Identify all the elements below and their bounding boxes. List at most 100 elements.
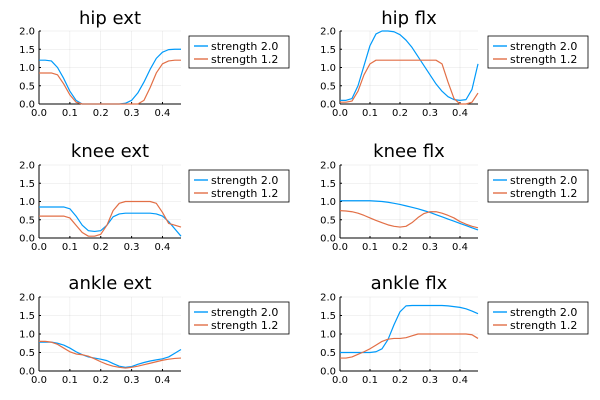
series-line (39, 341, 182, 368)
subplot-title: knee flx (373, 141, 445, 162)
y-tick-label: 2.0 (320, 293, 336, 304)
legend-label: strength 2.0 (510, 174, 577, 187)
x-tick-label: 0.0 (332, 108, 348, 119)
x-tick-label: 0.0 (332, 375, 348, 386)
subplot: ankle ext 0.0 0.1 0.2 0.3 0.4 0.0 0.5 1.0 1.5 2.0 s… (19, 273, 290, 386)
y-tick-label: 1.0 (320, 197, 336, 208)
legend-label: strength 2.0 (211, 306, 278, 319)
y-tick-label: 0.0 (320, 367, 336, 378)
legend-box (188, 301, 290, 335)
legend-label: strength 2.0 (211, 174, 278, 187)
series-line (39, 200, 182, 237)
x-tick-label: 0.3 (124, 242, 140, 253)
legend-box (487, 169, 589, 203)
legend-label: strength 1.2 (211, 319, 278, 332)
x-tick-label: 0.4 (155, 108, 171, 119)
x-tick-label: 0.4 (155, 242, 171, 253)
x-tick-label: 0.4 (452, 242, 468, 253)
subplot: ankle flx 0.0 0.1 0.2 0.3 0.4 0.0 0.5 1.0 1.5 2.0 s… (320, 273, 589, 386)
y-tick-label: 2.0 (19, 27, 35, 38)
y-tick-label: 1.0 (19, 197, 35, 208)
y-tick-label: 1.5 (320, 45, 336, 56)
series-line (39, 59, 181, 105)
legend-box (487, 301, 589, 335)
x-tick-label: 0.1 (62, 375, 78, 386)
y-tick-label: 2.0 (320, 27, 336, 38)
x-tick-label: 0.4 (452, 375, 468, 386)
x-tick-label: 0.3 (124, 108, 140, 119)
subplot: hip ext 0.0 0.1 0.2 0.3 0.4 0.0 0.5 1.0 1.5 2.0 str… (19, 8, 290, 119)
subplot-title: hip flx (381, 8, 437, 29)
legend-label: strength 1.2 (211, 187, 278, 200)
y-tick-label: 0.0 (320, 234, 336, 245)
y-tick-label: 1.5 (19, 179, 35, 190)
y-tick-label: 0.0 (19, 367, 35, 378)
x-tick-label: 0.1 (362, 375, 378, 386)
x-tick-label: 0.3 (422, 375, 438, 386)
series-line (39, 206, 182, 237)
x-tick-label: 0.2 (93, 108, 109, 119)
series-line (340, 30, 479, 101)
x-tick-label: 0.0 (31, 242, 47, 253)
x-tick-label: 0.0 (31, 108, 47, 119)
subplot-title: ankle ext (68, 273, 151, 294)
y-tick-label: 2.0 (19, 161, 35, 172)
y-tick-label: 2.0 (320, 161, 336, 172)
legend-box (188, 35, 290, 69)
x-tick-label: 0.2 (93, 242, 109, 253)
y-tick-label: 0.5 (320, 215, 336, 226)
y-tick-label: 1.5 (320, 311, 336, 322)
series-line (39, 340, 182, 369)
y-tick-label: 1.0 (320, 63, 336, 74)
series-line (339, 210, 479, 229)
series-line (340, 304, 479, 354)
x-tick-label: 0.1 (62, 108, 78, 119)
series-line (340, 200, 479, 231)
legend-label: strength 1.2 (510, 187, 577, 200)
legend-label: strength 1.2 (211, 53, 278, 66)
series-line (340, 59, 479, 105)
legend-label: strength 1.2 (510, 53, 577, 66)
y-tick-label: 0.5 (19, 348, 35, 359)
y-tick-label: 1.0 (19, 330, 35, 341)
legend-label: strength 2.0 (211, 40, 278, 53)
x-tick-label: 0.1 (362, 242, 378, 253)
y-tick-label: 0.0 (320, 100, 336, 111)
y-tick-label: 1.5 (320, 179, 336, 190)
legend-box (487, 35, 589, 69)
x-tick-label: 0.4 (452, 108, 468, 119)
y-tick-label: 0.0 (19, 234, 35, 245)
x-tick-label: 0.2 (93, 375, 109, 386)
series-line (340, 333, 479, 359)
x-tick-label: 0.1 (362, 108, 378, 119)
y-tick-label: 0.5 (320, 81, 336, 92)
y-tick-label: 1.5 (19, 311, 35, 322)
x-tick-label: 0.4 (155, 375, 171, 386)
subplot-title: ankle flx (371, 273, 448, 294)
legend-label: strength 2.0 (510, 306, 577, 319)
y-tick-label: 0.5 (320, 348, 336, 359)
x-tick-label: 0.0 (332, 242, 348, 253)
y-tick-label: 1.5 (19, 45, 35, 56)
x-tick-label: 0.2 (392, 108, 408, 119)
y-tick-label: 0.5 (19, 215, 35, 226)
x-tick-label: 0.3 (422, 108, 438, 119)
y-tick-label: 1.0 (320, 330, 336, 341)
x-tick-label: 0.2 (392, 242, 408, 253)
series-line (39, 48, 181, 105)
legend-label: strength 1.2 (510, 319, 577, 332)
y-tick-label: 0.0 (19, 100, 35, 111)
subplot: hip flx 0.0 0.1 0.2 0.3 0.4 0.0 0.5 1.0 1.5 2.0 str… (320, 8, 589, 119)
subplot: knee ext 0.0 0.1 0.2 0.3 0.4 0.0 0.5 1.0 1.5 2.0 st… (19, 141, 290, 253)
x-tick-label: 0.1 (62, 242, 78, 253)
y-tick-label: 1.0 (19, 63, 35, 74)
legend-box (188, 169, 290, 203)
x-tick-label: 0.3 (124, 375, 140, 386)
legend-label: strength 2.0 (510, 40, 577, 53)
subplot-title: hip ext (79, 8, 141, 29)
